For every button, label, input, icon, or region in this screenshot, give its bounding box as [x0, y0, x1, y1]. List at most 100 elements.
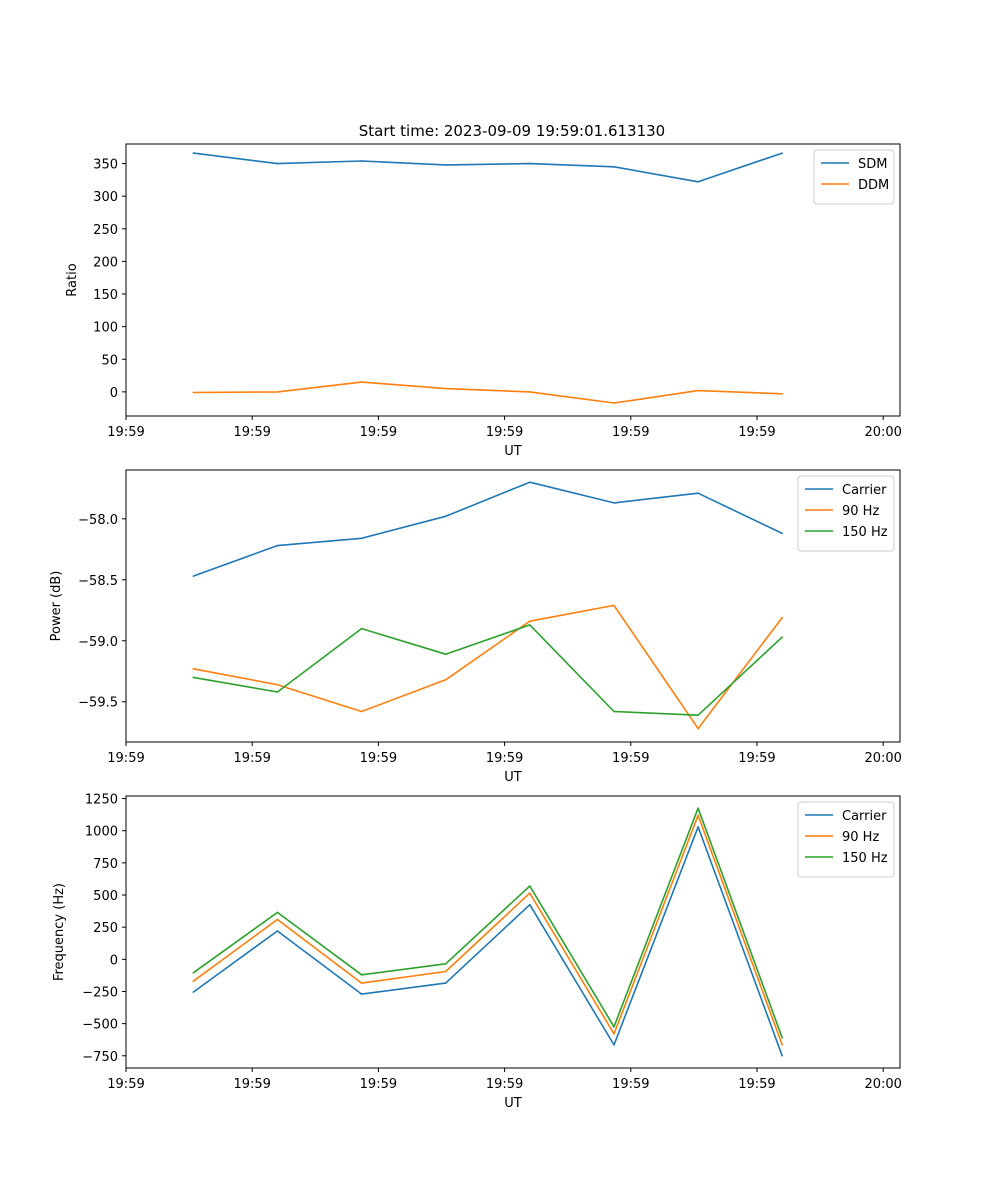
frequency-y-tick-label: 750 [93, 857, 118, 872]
power-x-axis-label: UT [504, 770, 522, 785]
power-series-carrier-point [529, 481, 531, 483]
power-series-90-hz-point [192, 668, 195, 670]
frequency-series-90-hz-point [529, 892, 531, 894]
ratio-x-axis-label: UT [504, 444, 522, 459]
ratio-series-ddm-point [276, 391, 279, 393]
frequency-x-tick-label: 19:59 [233, 1077, 270, 1092]
power-series-90-hz-point [444, 678, 447, 681]
ratio-x-tick-label: 19:59 [107, 425, 144, 440]
ratio-panel: 19:59 19:59 19:59 19:59 19:59 19:59 20:00 0 50 10… [65, 143, 902, 459]
ratio-series-sdm-point [276, 162, 279, 165]
frequency-series-carrier-point [697, 826, 699, 828]
frequency-y-tick-label: 500 [93, 889, 118, 904]
power-x-tick-label: 20:00 [864, 751, 901, 766]
ratio-y-tick-label: 350 [93, 158, 118, 173]
ratio-series-ddm-point [613, 402, 615, 404]
ratio-series-ddm-point [529, 391, 531, 393]
ratio-axes-frame [125, 143, 901, 417]
power-series-150-hz-line [193, 624, 783, 717]
power-series-90-hz-point [781, 616, 784, 619]
frequency-x-tick-label: 19:59 [612, 1077, 649, 1092]
frequency-legend-box [797, 801, 895, 878]
frequency-series-90-hz-point [697, 814, 699, 817]
ratio-series-sdm-line [193, 152, 783, 183]
power-series-carrier-point [276, 544, 279, 547]
power-y-tick-label: −58.0 [78, 513, 118, 528]
power-series-90-hz-point [529, 620, 531, 623]
frequency-panel: 19:59 19:59 19:59 19:59 19:59 19:59 20:00 −750 −… [52, 793, 902, 1111]
power-x-tick-label: 19:59 [738, 751, 775, 766]
ratio-y-tick-label: 100 [93, 321, 118, 336]
frequency-series-150-hz-point [276, 911, 279, 914]
ratio-series-sdm-point [444, 164, 447, 166]
frequency-series-90-hz-point [444, 970, 447, 973]
ratio-series-ddm-point [697, 389, 699, 392]
frequency-x-tick-label: 19:59 [107, 1077, 144, 1092]
ratio-y-tick-label: 250 [93, 223, 118, 238]
ratio-series-ddm-point [360, 381, 363, 383]
frequency-series-150-hz-point [529, 885, 531, 887]
frequency-x-axis-label: UT [504, 1096, 522, 1111]
power-y-tick-label: −58.5 [78, 574, 118, 589]
frequency-series-carrier-point [613, 1044, 615, 1046]
power-series-carrier-point [697, 492, 699, 494]
power-x-tick-label: 19:59 [360, 751, 397, 766]
ratio-y-tick-label: 300 [93, 190, 118, 205]
ratio-series-sdm-point [697, 181, 699, 183]
ratio-x-tick-label: 20:00 [864, 425, 901, 440]
frequency-series-90-hz-point [276, 918, 279, 921]
frequency-series-150-hz-point [697, 807, 699, 810]
frequency-y-tick-label: −750 [82, 1050, 118, 1065]
ratio-y-axis-label: Ratio [65, 263, 80, 296]
frequency-series-150-hz-point [444, 963, 447, 965]
ratio-legend: SDM DDM [813, 149, 895, 205]
power-x-tick-label: 19:59 [612, 751, 649, 766]
frequency-series-carrier-line [192, 826, 783, 1057]
frequency-y-tick-label: 250 [93, 921, 118, 936]
power-x-tick-label: 19:59 [486, 751, 523, 766]
ratio-legend-label-sdm: SDM [858, 157, 887, 172]
ratio-series-sdm-point [613, 166, 615, 168]
frequency-series-90-hz-point [192, 980, 195, 982]
frequency-series-150-hz-line [192, 807, 783, 1039]
power-x-tick-label: 19:59 [233, 751, 270, 766]
frequency-y-tick-label: 1000 [85, 825, 118, 840]
frequency-legend-label-carrier: Carrier [842, 809, 887, 824]
frequency-y-tick-label: 0 [110, 953, 118, 968]
frequency-series-carrier-point [192, 991, 195, 993]
power-series-carrier-point [781, 532, 784, 535]
power-axes-frame [125, 469, 901, 743]
frequency-series-150-hz-point [192, 972, 195, 974]
power-series-carrier-point [192, 575, 195, 577]
power-series-150-hz-point [276, 691, 279, 693]
power-series-150-hz-point [360, 627, 363, 630]
power-series-150-hz-point [444, 653, 447, 655]
ratio-x-tick-label: 19:59 [360, 425, 397, 440]
power-series-150-hz-point [697, 714, 699, 716]
frequency-legend-label-150-hz: 150 Hz [842, 851, 888, 866]
power-series-carrier-point [613, 502, 615, 504]
frequency-y-axis-label: Frequency (Hz) [52, 883, 67, 981]
ratio-x-tick-label: 19:59 [738, 425, 775, 440]
ratio-series-ddm-point [192, 391, 195, 394]
frequency-series-carrier-point [529, 903, 531, 906]
frequency-x-tick-label: 19:59 [738, 1077, 775, 1092]
ratio-series-ddm-point [444, 387, 447, 390]
ratio-x-tick-label: 19:59 [233, 425, 270, 440]
frequency-series-carrier-point [360, 993, 363, 995]
ratio-y-tick-label: 150 [93, 288, 118, 303]
power-series-150-hz-point [781, 636, 784, 638]
power-series-90-hz-point [613, 604, 615, 607]
power-legend-label-150-hz: 150 Hz [842, 525, 888, 540]
power-series-90-hz-line [193, 604, 783, 730]
ratio-x-tick-label: 19:59 [486, 425, 523, 440]
power-series-carrier-point [444, 515, 447, 518]
power-legend-label-carrier: Carrier [842, 483, 887, 498]
frequency-series-150-hz-point [781, 1036, 784, 1039]
frequency-y-tick-label: −500 [82, 1018, 118, 1033]
power-panel: 19:59 19:59 19:59 19:59 19:59 19:59 20:00 −59.5… [49, 469, 902, 785]
frequency-series-150-hz-point [613, 1026, 615, 1028]
power-y-axis-label: Power (dB) [49, 571, 64, 642]
ratio-legend-label-ddm: DDM [858, 178, 889, 193]
frequency-series-90-hz-point [360, 982, 363, 984]
